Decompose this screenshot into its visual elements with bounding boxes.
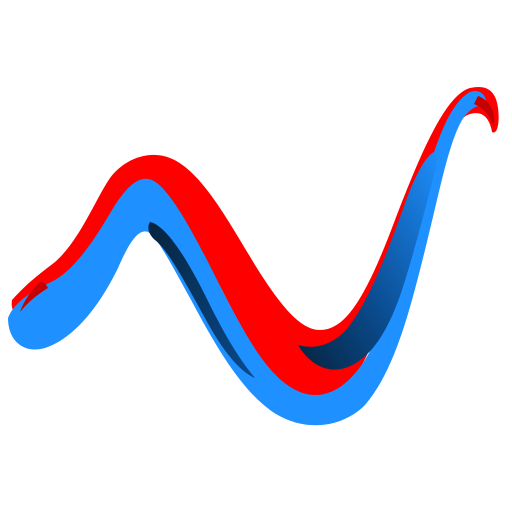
left-valley-shade	[148, 222, 255, 378]
right-tip-fold	[474, 96, 495, 128]
right-rise-shade	[298, 150, 440, 370]
left-tail-fold	[20, 282, 48, 312]
blue-ribbon-band	[8, 90, 487, 426]
